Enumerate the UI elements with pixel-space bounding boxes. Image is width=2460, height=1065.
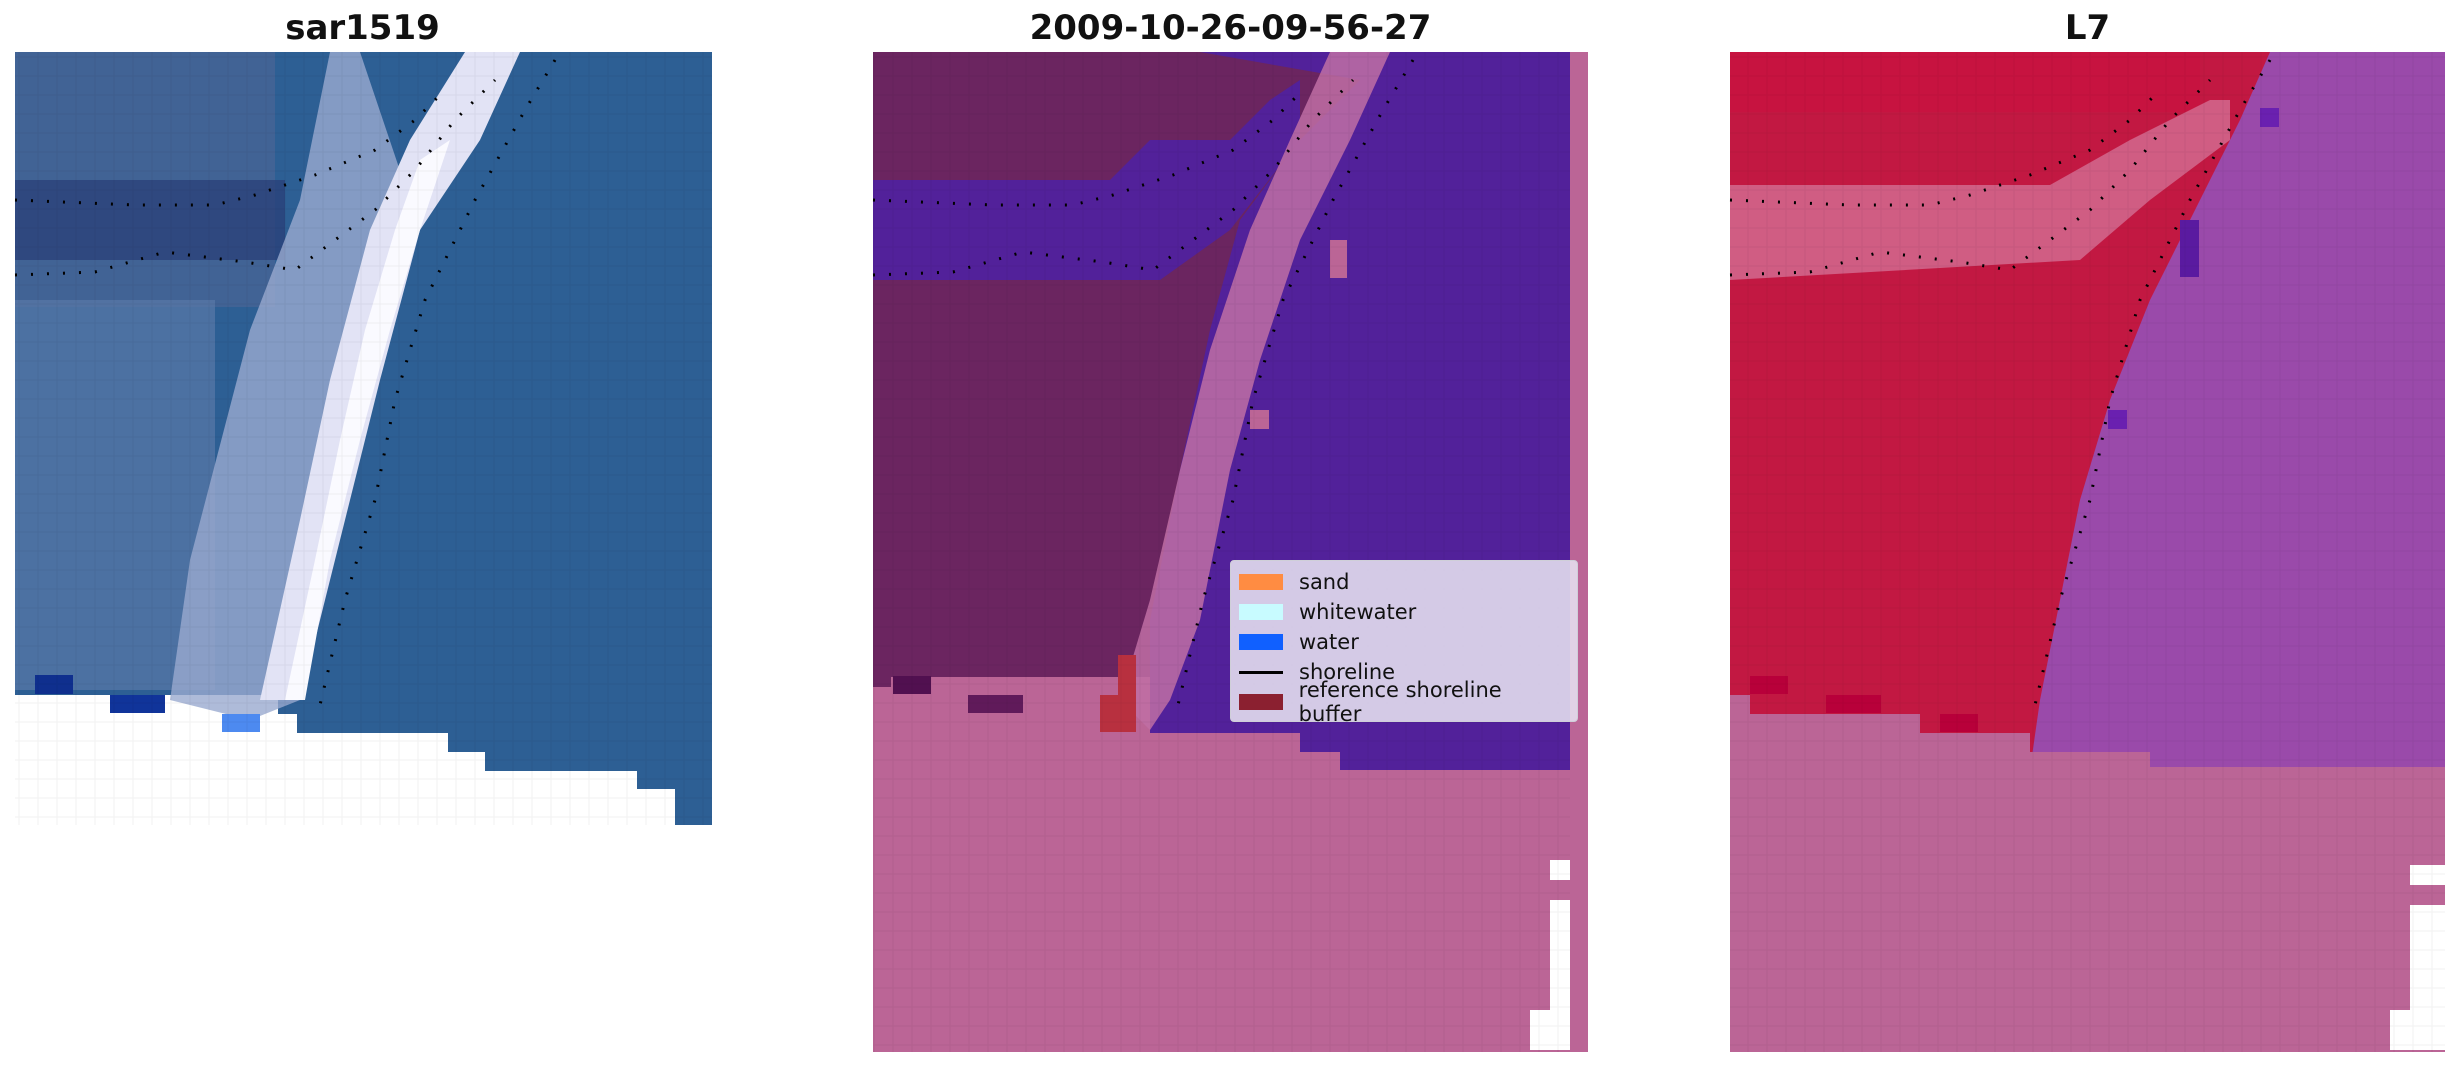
panel-title-classification: 2009-10-26-09-56-27 — [1029, 8, 1432, 48]
legend-item: shoreline — [1239, 657, 1569, 687]
legend-swatch-shoreline — [1239, 670, 1283, 674]
shoreline-trace — [1729, 88, 2162, 207]
rgb-image-panel — [15, 52, 712, 825]
shoreline-overlays — [14, 59, 2272, 706]
legend-item: whitewater — [1239, 597, 1569, 627]
shoreline-trace — [14, 88, 447, 207]
legend-label: shoreline — [1299, 660, 1396, 684]
legend-label: reference shoreline buffer — [1298, 678, 1502, 726]
index-panel — [1730, 52, 2445, 1052]
legend-label: sand — [1299, 570, 1350, 594]
legend: sand whitewater water shoreline referenc… — [1230, 560, 1578, 726]
panel-title-index: L7 — [2064, 8, 2111, 48]
legend-item: sand — [1239, 567, 1569, 597]
legend-swatch-sand — [1239, 574, 1283, 590]
legend-item: water — [1239, 627, 1569, 657]
legend-item: reference shoreline buffer — [1239, 678, 1569, 726]
legend-swatch-water — [1239, 634, 1283, 650]
legend-swatch-reference-buffer — [1239, 694, 1283, 710]
legend-swatch-whitewater — [1239, 604, 1283, 620]
panel-title-rgb: sar1519 — [285, 8, 440, 48]
legend-label: water — [1299, 630, 1359, 654]
classification-panel — [873, 52, 1588, 1052]
legend-label: whitewater — [1299, 600, 1417, 624]
shoreline-trace — [872, 88, 1305, 207]
